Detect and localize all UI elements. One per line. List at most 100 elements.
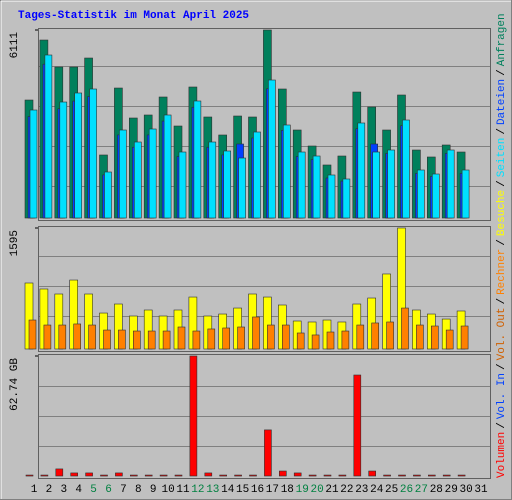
bar (238, 157, 246, 219)
bar (115, 472, 123, 477)
x-tick-label: 25 (385, 484, 398, 496)
x-tick-label: 28 (430, 484, 443, 496)
x-tick-label: 22 (340, 484, 353, 496)
legend-separator: / (496, 128, 508, 135)
bar (208, 141, 217, 219)
bar (189, 355, 198, 477)
x-tick-label: 8 (135, 484, 142, 496)
bar (144, 474, 153, 477)
x-tick-label: 10 (161, 484, 174, 496)
legend-entry: Vol. Out (496, 308, 508, 361)
x-tick-label: 13 (206, 484, 219, 496)
bar (461, 169, 470, 219)
x-tick-label: 17 (266, 484, 279, 496)
bar (413, 474, 421, 477)
x-tick-label: 9 (150, 484, 157, 496)
bar (387, 149, 395, 219)
x-tick-label: 21 (325, 484, 339, 496)
bar (417, 169, 425, 219)
y-tick-label: 6111 (9, 32, 21, 59)
y-tick-label: 62.74 GB (9, 358, 21, 411)
bar (58, 324, 67, 350)
legend-separator: / (496, 298, 508, 305)
bar (372, 151, 381, 219)
bar (100, 474, 108, 477)
bar (342, 178, 351, 219)
bar (55, 468, 64, 477)
legend-entry: Volumen (496, 432, 508, 478)
legend-separator: / (496, 422, 508, 429)
legend-separator: / (496, 69, 508, 76)
bar (427, 474, 436, 477)
bar (293, 472, 302, 477)
x-tick-label: 2 (46, 484, 53, 496)
x-tick-label: 16 (251, 484, 264, 496)
x-tick-label: 5 (90, 484, 97, 496)
bar (253, 131, 261, 219)
legend-entry: Rechner (496, 249, 508, 295)
x-tick-label: 4 (75, 484, 82, 496)
bar (70, 472, 78, 477)
bar (445, 329, 454, 350)
legend-entry: Vol. In (496, 373, 508, 419)
bar (252, 316, 260, 350)
bar (25, 474, 34, 477)
bar (267, 324, 275, 350)
bar (353, 374, 362, 477)
legend-separator: / (496, 239, 508, 246)
x-tick-label: 6 (105, 484, 112, 496)
bar (282, 124, 291, 219)
bar (327, 174, 336, 219)
bar (73, 323, 81, 350)
chart-title: Tages-Statistik im Monat April 2025 (18, 10, 249, 22)
bar (193, 100, 202, 219)
x-tick-label: 24 (370, 484, 384, 496)
bar (338, 474, 347, 477)
bar (264, 429, 272, 477)
bar (134, 141, 142, 219)
x-tick-label: 1 (31, 484, 38, 496)
bar (74, 92, 82, 219)
bar (430, 325, 439, 350)
bar (311, 334, 320, 350)
bar (308, 474, 317, 477)
bar (103, 329, 111, 350)
x-tick-label: 29 (445, 484, 458, 496)
bar (104, 171, 112, 219)
bar (431, 173, 440, 219)
x-tick-label: 19 (296, 484, 309, 496)
bar (223, 150, 231, 219)
x-tick-label: 18 (281, 484, 294, 496)
bar (177, 326, 186, 350)
bar (219, 474, 227, 477)
x-tick-label: 11 (176, 484, 190, 496)
bar (356, 324, 365, 350)
bar (416, 324, 424, 350)
bar (88, 324, 96, 350)
bar (442, 474, 451, 477)
bar (237, 326, 245, 350)
bar (44, 54, 53, 219)
bar (148, 128, 157, 219)
x-tick-label: 20 (310, 484, 323, 496)
bar (398, 474, 406, 477)
bar (29, 109, 38, 219)
bar (383, 474, 391, 477)
bar (326, 331, 335, 350)
x-tick-label: 23 (355, 484, 368, 496)
bar (119, 129, 127, 219)
bar (40, 474, 49, 477)
bar (386, 321, 394, 350)
bar (268, 79, 276, 219)
bar (296, 332, 305, 350)
bar (312, 155, 321, 219)
x-tick-label: 14 (221, 484, 235, 496)
bar (130, 474, 138, 477)
bar (357, 122, 366, 219)
legend-separator: / (496, 180, 508, 187)
bar (222, 327, 230, 350)
bar (278, 470, 287, 477)
bar (207, 328, 216, 350)
bar (147, 330, 156, 350)
